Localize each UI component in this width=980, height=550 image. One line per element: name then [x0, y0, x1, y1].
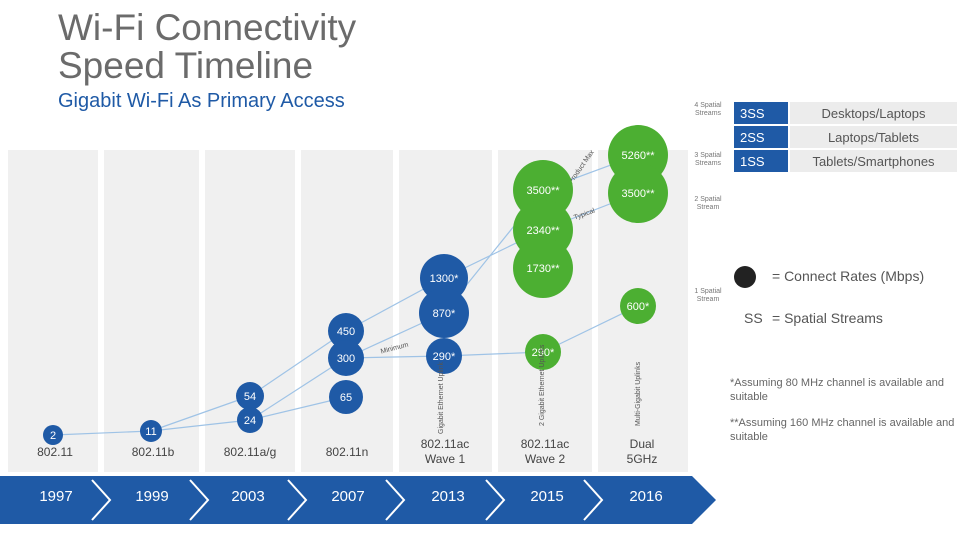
connect-rate-label: 54	[244, 391, 256, 403]
stream-note-1: 1 Spatial Stream	[694, 288, 722, 303]
trend-label: Minimum	[380, 341, 409, 355]
connect-rate-bubbles: 2 11 54 24 450 300 65 1300* 870* 290* 3500** 2340**…	[43, 125, 668, 445]
connect-rate-label: 1730**	[526, 263, 560, 275]
connect-rate-bubble	[525, 334, 561, 370]
connect-rate-label: 3500**	[526, 185, 560, 197]
connect-rate-bubble	[236, 382, 264, 410]
connect-rate-bubble	[420, 254, 468, 302]
year-2013: 2013	[431, 488, 465, 505]
connect-rate-bubble	[328, 340, 364, 376]
connect-rate-label: 870*	[433, 308, 456, 320]
trend-line	[150, 419, 251, 432]
spatial-stream-legend: 3SS Desktops/Laptops 2SS Laptops/Tablets…	[732, 100, 959, 174]
connect-rate-label: 290*	[433, 351, 456, 363]
connect-rate-label: 11	[145, 426, 156, 438]
band-1997	[8, 150, 98, 472]
legend-desc: Laptops/Tablets	[790, 126, 957, 148]
year-2003: 2003	[231, 488, 265, 505]
legend-row: 1SS Tablets/Smartphones	[734, 150, 957, 172]
standard-label-2013: 802.11ac Wave 1	[400, 437, 490, 467]
timeline-chevron	[385, 479, 406, 521]
timeline-arrow	[0, 476, 716, 524]
connect-rate-bubble	[419, 288, 469, 338]
trend-label: Product Max	[568, 149, 597, 186]
timeline-chevron	[485, 479, 506, 521]
stream-note-2: 2 Spatial Stream	[694, 196, 722, 211]
connect-rate-label: 24	[244, 415, 256, 427]
legend-ss: 3SS	[734, 102, 788, 124]
stream-note-3: 3 Spatial Streams	[694, 152, 722, 167]
connect-rate-key-dot	[734, 266, 756, 288]
year-1999: 1999	[135, 488, 169, 505]
title-line-1: Wi-Fi Connectivity	[58, 7, 357, 48]
trend-label: Typical	[573, 207, 596, 221]
footnote-80mhz: *Assuming 80 MHz channel is available an…	[730, 377, 945, 403]
standard-label-2016-line2: 5GHz	[626, 452, 658, 466]
standard-label-2007: 802.11n	[325, 445, 369, 459]
standard-label-1997: 802.11	[37, 445, 73, 459]
connect-rate-label: 1300*	[430, 273, 459, 285]
title-line-2: Speed Timeline	[58, 45, 314, 86]
standard-label-2003: 802.11a/g	[223, 445, 277, 459]
trend-line	[150, 395, 251, 432]
band-1999	[104, 150, 199, 472]
connect-rate-label: 5260**	[621, 150, 655, 162]
year-timeline	[0, 476, 716, 524]
legend-ss: 1SS	[734, 150, 788, 172]
subtitle: Gigabit Wi-Fi As Primary Access	[58, 90, 345, 112]
uplink-label-2016: Multi-Gigabit Uplinks	[635, 361, 642, 426]
year-2007: 2007	[331, 488, 365, 505]
standard-label-2016: Dual 5GHz	[597, 437, 687, 467]
legend-ss: 2SS	[734, 126, 788, 148]
standard-label-2015: 802.11ac Wave 2	[500, 437, 590, 467]
spatial-stream-key-label: = Spatial Streams	[772, 310, 883, 326]
connect-rate-bubble	[513, 238, 573, 298]
connect-rate-label: 65	[340, 392, 352, 404]
standard-label-2015-line2: Wave 2	[524, 452, 566, 466]
connect-rate-bubble	[620, 288, 656, 324]
standard-label-2015-line1: 802.11ac	[520, 437, 570, 451]
year-2015: 2015	[530, 488, 564, 505]
band-2007	[301, 150, 393, 472]
connect-rate-bubble	[237, 407, 263, 433]
legend-desc: Desktops/Laptops	[790, 102, 957, 124]
trend-line	[52, 430, 152, 436]
timeline-chevrons	[91, 479, 604, 521]
standard-label-2013-line1: 802.11ac	[420, 437, 470, 451]
timeline-chevron	[583, 479, 604, 521]
connect-rate-bubble	[608, 163, 668, 223]
connect-rate-label: 3500**	[621, 188, 655, 200]
timeline-chevron	[287, 479, 308, 521]
connect-rate-label: 2340**	[526, 225, 560, 237]
connect-rate-label: 300	[337, 353, 355, 365]
standard-label-2016-line1: Dual	[629, 437, 655, 451]
legend-row: 2SS Laptops/Tablets	[734, 126, 957, 148]
connect-rate-key-label: = Connect Rates (Mbps)	[772, 268, 925, 284]
connect-rate-bubble	[328, 313, 364, 349]
connect-rate-bubble	[329, 380, 363, 414]
trend-line	[249, 330, 347, 397]
legend-row: 3SS Desktops/Laptops	[734, 102, 957, 124]
connect-rate-label: 450	[337, 326, 355, 338]
timeline-chevron	[189, 479, 210, 521]
uplink-label-2013: Gigabit Ethernet Uplink	[438, 362, 445, 434]
uplink-label-2015: 2 Gigabit Ethernet Uplinks	[539, 344, 546, 426]
stream-note-4: 4 Spatial Streams	[694, 102, 722, 117]
standard-label-2013-line2: Wave 1	[424, 452, 466, 466]
footnote-160mhz: **Assuming 160 MHz channel is available …	[730, 417, 955, 443]
standard-label-1999: 802.11b	[131, 445, 175, 459]
connect-rate-label: 600*	[627, 301, 650, 313]
connect-rate-label: 2	[50, 430, 56, 442]
timeline-chevron	[91, 479, 112, 521]
trend-line	[249, 357, 347, 421]
year-2016: 2016	[629, 488, 663, 505]
connect-rate-bubble	[43, 425, 63, 445]
connect-rate-label: 290*	[532, 347, 555, 359]
connect-rate-bubble	[140, 420, 162, 442]
year-1997: 1997	[39, 488, 73, 505]
spatial-stream-abbrev: SS	[744, 310, 763, 326]
connect-rate-bubble	[426, 338, 462, 374]
legend-desc: Tablets/Smartphones	[790, 150, 957, 172]
